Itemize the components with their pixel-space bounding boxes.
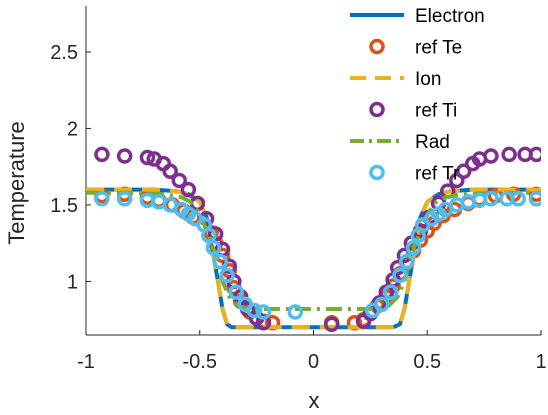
series-ref-ti: [94, 146, 541, 333]
data-point: [180, 181, 197, 198]
series-rad: [86, 190, 541, 311]
y-tick-label: 2: [67, 118, 78, 140]
legend-item: ref Te: [369, 38, 462, 59]
x-tick-label: -0.5: [183, 351, 217, 373]
data-point: [212, 253, 228, 270]
legend-label: Rad: [415, 132, 450, 153]
x-axis-label: x: [309, 388, 320, 413]
data-point: [207, 226, 224, 242]
data-point: [219, 267, 235, 284]
legend-item: ref Tr: [369, 164, 460, 185]
legend-item: Ion: [350, 69, 441, 90]
legend-label: Electron: [415, 6, 485, 27]
legend-marker: [369, 101, 385, 118]
data-point: [116, 191, 133, 207]
data-point: [323, 316, 340, 333]
x-tick-label: -1: [77, 351, 95, 373]
series-line: [86, 187, 541, 330]
y-axis-label: Temperature: [4, 121, 29, 245]
data-point: [255, 304, 272, 320]
series-line: [86, 187, 541, 330]
y-axis: 1 1.5 2 2.5: [50, 42, 91, 293]
data-point: [392, 267, 408, 284]
y-tick-label: 1: [67, 271, 78, 293]
legend-label: ref Te: [415, 38, 462, 59]
legend-label: Ion: [415, 69, 441, 90]
y-tick-label: 1.5: [50, 195, 78, 217]
legend-marker: [369, 38, 385, 55]
legend-marker: [369, 164, 385, 181]
x-tick-label: 0: [308, 351, 319, 373]
data-point: [383, 284, 399, 300]
data-point: [116, 148, 133, 164]
x-axis: -1 -0.5 0 0.5 1: [77, 330, 547, 373]
data-point: [94, 191, 110, 207]
data-point: [399, 253, 415, 270]
legend-item: ref Ti: [369, 101, 457, 122]
y-tick-label: 2.5: [50, 42, 78, 64]
data-point: [483, 148, 499, 164]
data-point: [510, 191, 526, 207]
data-point: [171, 172, 188, 189]
data-point: [205, 240, 222, 256]
legend: Electron ref Te Ion ref Ti Rad ref Tr: [350, 6, 485, 185]
data-point: [162, 163, 178, 180]
data-point: [501, 146, 517, 163]
legend-label: ref Ti: [415, 101, 457, 122]
legend-item: Electron: [350, 6, 485, 27]
data-point: [139, 149, 156, 166]
series-electron: [86, 187, 541, 330]
series-ion: [86, 187, 541, 330]
plot-area: [85, 6, 541, 336]
data-point: [528, 146, 541, 163]
data-point: [246, 302, 263, 319]
data-point: [94, 146, 110, 163]
x-tick-label: 1: [535, 351, 546, 373]
series-ref-tr: [94, 191, 541, 320]
data-point: [228, 284, 244, 300]
data-point: [374, 296, 390, 313]
data-point: [455, 163, 472, 180]
legend-item: Rad: [350, 132, 450, 153]
x-tick-label: 0.5: [413, 351, 441, 373]
data-point: [287, 304, 304, 320]
series-line: [86, 190, 541, 311]
data-point: [483, 191, 499, 207]
legend-label: ref Tr: [415, 164, 460, 185]
data-point: [528, 191, 541, 207]
